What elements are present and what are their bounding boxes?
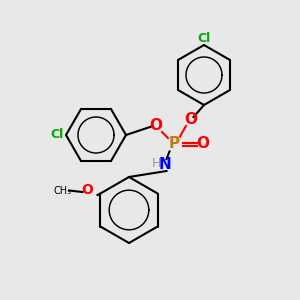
Text: N: N	[159, 157, 171, 172]
Text: O: O	[149, 118, 163, 134]
Text: P: P	[168, 136, 180, 152]
Text: O: O	[184, 112, 197, 128]
Text: O: O	[81, 184, 93, 197]
Text: Cl: Cl	[50, 128, 64, 142]
Text: Cl: Cl	[197, 32, 211, 46]
Text: CH₃: CH₃	[54, 185, 72, 196]
Text: O: O	[196, 136, 209, 152]
Text: H: H	[151, 157, 161, 170]
